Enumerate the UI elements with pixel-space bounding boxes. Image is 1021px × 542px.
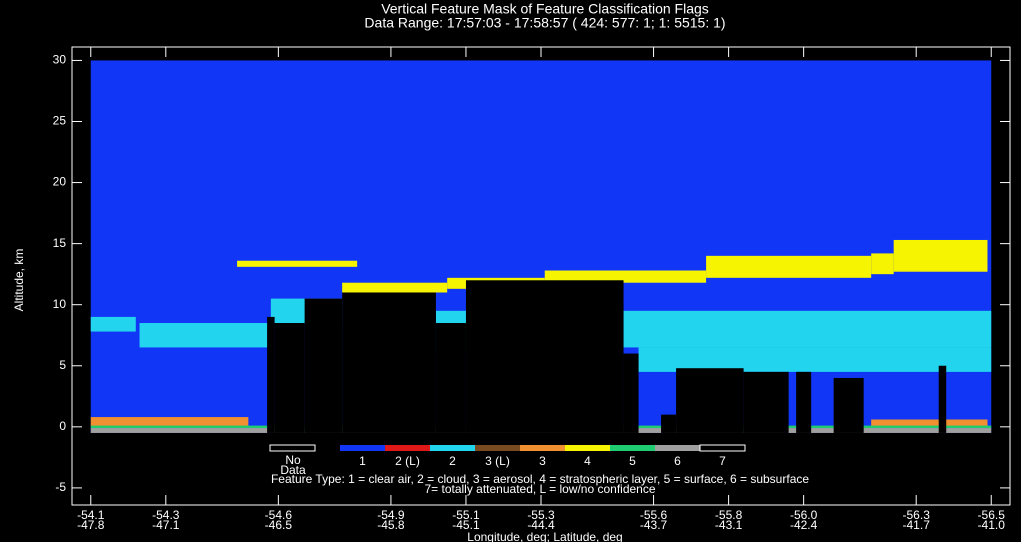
legend-swatch: [520, 445, 565, 451]
y-tick-label: 25: [53, 114, 67, 128]
feature-region: [706, 255, 872, 278]
chart-title: Vertical Feature Mask of Feature Classif…: [381, 1, 709, 17]
legend-note: 7= totally attenuated, L = low/no confid…: [424, 482, 655, 496]
x-tick-label: -54.6: [265, 508, 293, 522]
feature-region: [304, 298, 343, 433]
x-tick-label: -47.8: [77, 518, 105, 532]
legend-swatch: [475, 445, 520, 451]
y-tick-label: -5: [55, 480, 66, 494]
y-tick-label: 5: [59, 358, 66, 372]
legend-label: 2 (L): [395, 454, 420, 468]
y-tick-label: 15: [53, 236, 67, 250]
legend-label: 3: [539, 454, 546, 468]
x-tick-label: -47.1: [152, 518, 180, 532]
y-axis-label: Altitude, km: [12, 249, 26, 312]
feature-region: [938, 365, 947, 433]
x-tick-label: -45.1: [452, 518, 480, 532]
legend-label: 4: [584, 454, 591, 468]
x-tick-label: -41.0: [978, 518, 1006, 532]
feature-region: [465, 280, 624, 433]
x-tick-label: -56.3: [903, 508, 931, 522]
feature-region: [623, 353, 639, 433]
feature-region: [274, 323, 305, 433]
x-tick-label: -44.4: [527, 518, 555, 532]
legend-swatch: [610, 445, 655, 451]
x-tick-label: -54.1: [77, 508, 105, 522]
feature-region: [90, 316, 136, 332]
x-tick-label: -46.5: [265, 518, 293, 532]
feature-region: [833, 377, 864, 433]
legend-label: 6: [674, 454, 681, 468]
feature-region: [342, 292, 436, 433]
legend-label: 2: [449, 454, 456, 468]
feature-region: [267, 316, 275, 433]
legend-swatch: [699, 444, 746, 452]
x-tick-label: -55.3: [527, 508, 555, 522]
legend-label: 7: [719, 454, 726, 468]
feature-region: [623, 310, 992, 348]
no-data-label: Data: [280, 463, 306, 477]
feature-region: [342, 282, 448, 293]
x-tick-label: -43.1: [715, 518, 743, 532]
chart-subtitle: Data Range: 17:57:03 - 17:58:57 ( 424: 5…: [364, 15, 725, 31]
legend-label: 1: [359, 454, 366, 468]
y-tick-label: 30: [53, 53, 67, 67]
x-tick-label: -54.9: [377, 508, 405, 522]
feature-region: [237, 260, 358, 267]
feature-region: [139, 323, 271, 348]
feature-region: [544, 270, 707, 283]
legend-swatch: [430, 445, 475, 451]
legend-note: Feature Type: 1 = clear air, 2 = cloud, …: [271, 472, 809, 486]
x-tick-label: -45.8: [377, 518, 405, 532]
x-axis-label: Longitude, deg; Latitude, deg: [467, 530, 622, 542]
x-tick-label: -55.6: [640, 508, 668, 522]
y-tick-label: 10: [53, 297, 67, 311]
feature-region: [435, 323, 466, 433]
x-tick-label: -41.7: [903, 518, 931, 532]
x-tick-label: -55.8: [715, 508, 743, 522]
x-tick-label: -43.7: [640, 518, 668, 532]
feature-region: [871, 419, 988, 427]
feature-region: [661, 414, 677, 433]
y-tick-label: 0: [59, 419, 66, 433]
x-tick-label: -42.4: [790, 518, 818, 532]
legend-swatch: [655, 445, 700, 451]
feature-region: [90, 417, 249, 427]
feature-region: [871, 253, 894, 275]
x-tick-label: -54.3: [152, 508, 180, 522]
feature-region: [638, 347, 992, 372]
feature-region: [676, 368, 744, 433]
legend-swatch: [565, 445, 610, 451]
legend-swatch: [385, 445, 430, 451]
legend-label: 3 (L): [485, 454, 510, 468]
no-data-swatch: [269, 444, 316, 452]
feature-region: [743, 371, 789, 433]
x-tick-label: -56.5: [978, 508, 1006, 522]
y-tick-label: 20: [53, 175, 67, 189]
x-tick-label: -55.1: [452, 508, 480, 522]
feature-region: [796, 371, 812, 433]
x-tick-label: -56.0: [790, 508, 818, 522]
legend-label: 5: [629, 454, 636, 468]
legend-swatch: [340, 445, 385, 451]
feature-region: [893, 239, 988, 272]
no-data-label: No: [285, 453, 301, 467]
